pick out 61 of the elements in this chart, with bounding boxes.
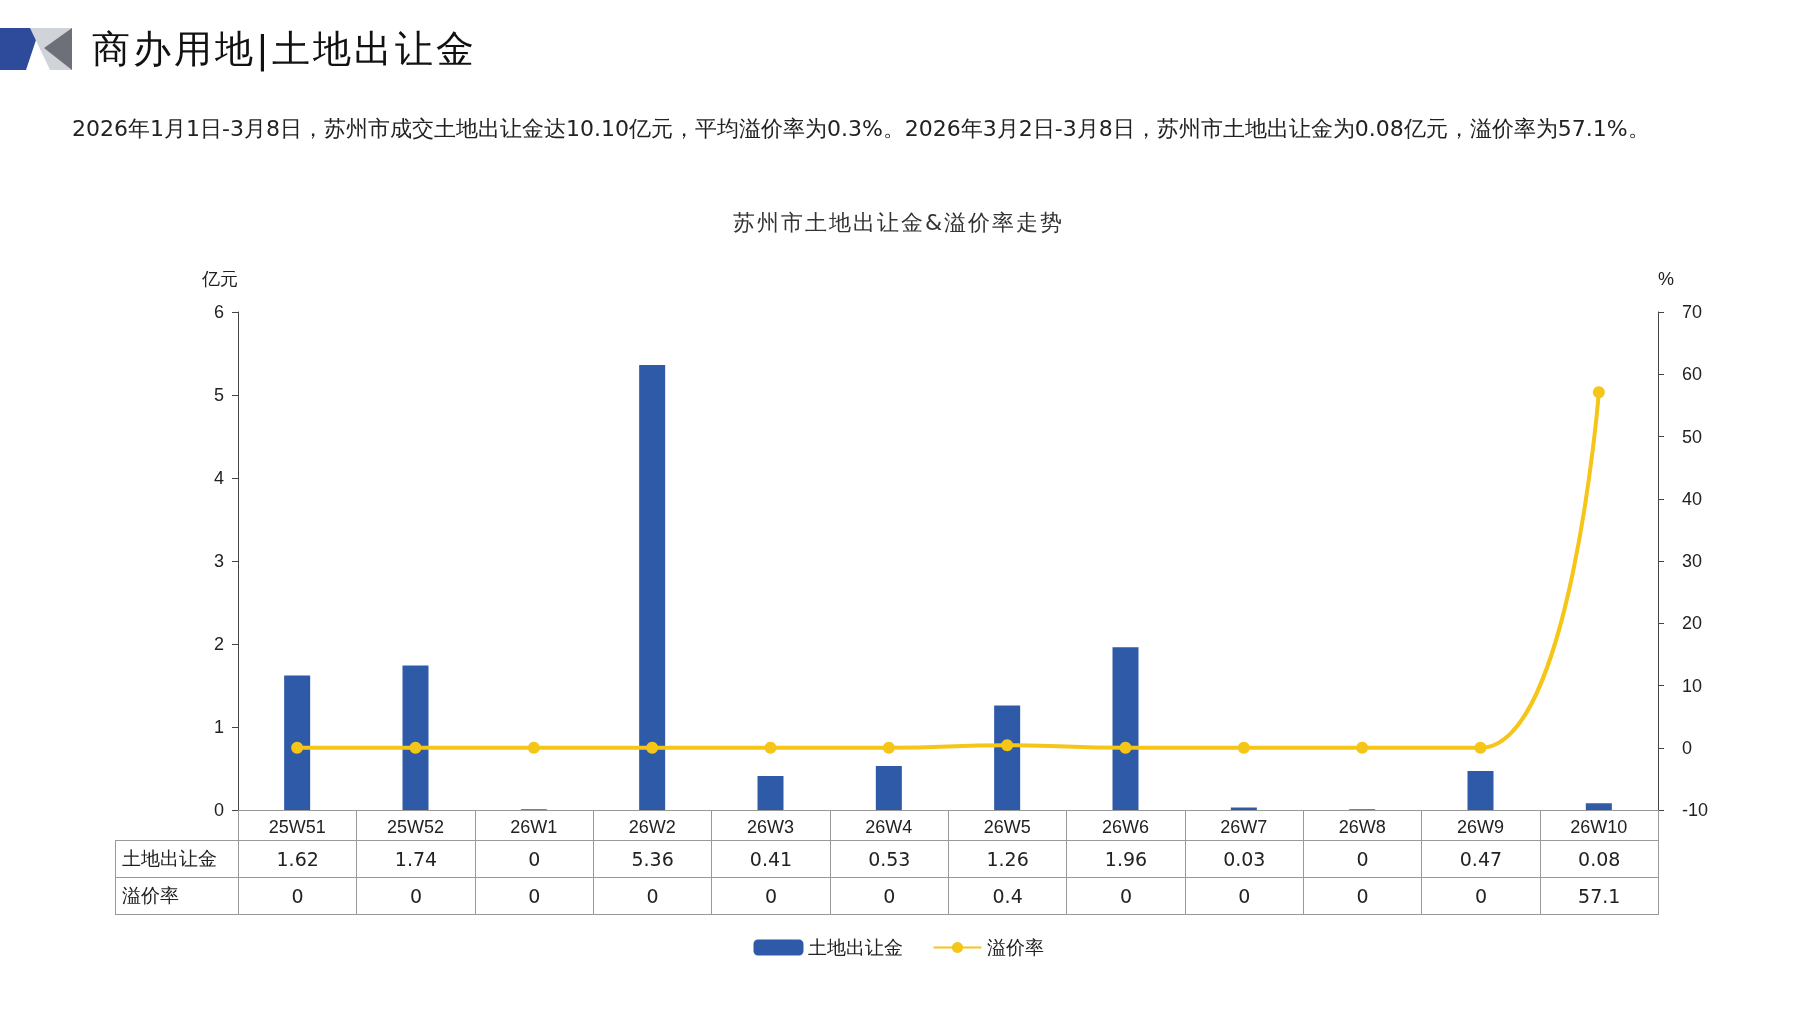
data-label: 0 [238,877,357,915]
y2-axis-title: % [1658,269,1675,289]
data-label: 0.53 [830,840,949,878]
x-tick-label: 26W1 [510,817,558,837]
text: 2026年1月1日-3月8日，苏州市成交土地出让金达10.10亿元，平均溢价率为0.3%。2026年3月2日-3月8日，苏州市土地出让金为0.08亿元，溢价率为57.1%。 [72,115,1651,143]
chart-subtitle: 苏州市土地出让金&溢价率走势 [731,209,1066,237]
text: 土地出让金 [122,847,217,869]
x-tick-label: 26W6 [1101,817,1150,837]
data-label: 0.47 [1421,840,1541,878]
data-label: 5.36 [593,840,712,878]
y2-tick-label: 40 [1682,488,1703,509]
data-label: 0 [830,877,949,915]
x-tick-label: 26W10 [1570,817,1628,837]
data-label: 1.74 [356,840,476,878]
legend-label: 溢价率 [986,937,1044,958]
data-label: 0.41 [711,840,831,878]
y-tick-label: 1 [213,717,224,737]
y-tick-label: 3 [213,551,224,571]
data-label: 0 [1303,877,1422,915]
data-label: 0 [356,877,476,915]
data-label: 0 [1303,840,1422,878]
y-tick-label: 0 [213,800,224,820]
y2-tick-label: 10 [1682,675,1703,696]
data-label: 0 [475,877,594,915]
x-tick-label: 26W5 [983,817,1031,837]
y2-tick-label: 50 [1682,426,1703,447]
data-label: 0.08 [1540,840,1659,878]
data-label: 0 [711,877,831,915]
y-axis-title: 亿元 [201,269,238,289]
data-label: 0 [475,840,594,878]
legend-label: 土地出让金 [807,937,903,958]
x-tick-label: 26W4 [865,817,913,837]
data-label: 0 [593,877,712,915]
y-tick-label: 2 [213,634,224,654]
x-tick-label: 25W52 [386,817,445,837]
data-label: 1.62 [238,840,357,878]
data-label: 1.26 [948,840,1067,878]
y2-tick-label: 30 [1682,551,1703,571]
data-label: 0 [1066,877,1186,915]
data-label: 0 [1185,877,1304,915]
y2-tick-label: 70 [1682,302,1703,322]
data-label: 0.4 [948,877,1067,915]
data-label: 57.1 [1540,877,1659,915]
x-tick-label: 25W51 [268,817,326,837]
y-tick-label: 5 [213,385,224,405]
data-label: 0.03 [1185,840,1304,878]
x-tick-label: 26W9 [1456,817,1505,837]
x-tick-label: 26W7 [1220,817,1268,837]
y2-tick-label: 60 [1682,364,1703,385]
data-label: 0 [1421,877,1541,915]
data-label: 1.96 [1066,840,1186,878]
x-tick-label: 26W3 [746,817,795,837]
y2-tick-label: 20 [1682,613,1703,634]
x-tick-label: 26W8 [1338,817,1386,837]
y2-tick-label: 0 [1682,737,1693,758]
y2-tick-label: -10 [1682,800,1709,820]
chart-title: 商办用地|土地出让金 [92,26,477,74]
y-tick-label: 4 [213,468,224,488]
x-tick-label: 26W2 [628,817,676,837]
y-tick-label: 6 [213,302,224,322]
text: 溢价率 [122,884,179,906]
